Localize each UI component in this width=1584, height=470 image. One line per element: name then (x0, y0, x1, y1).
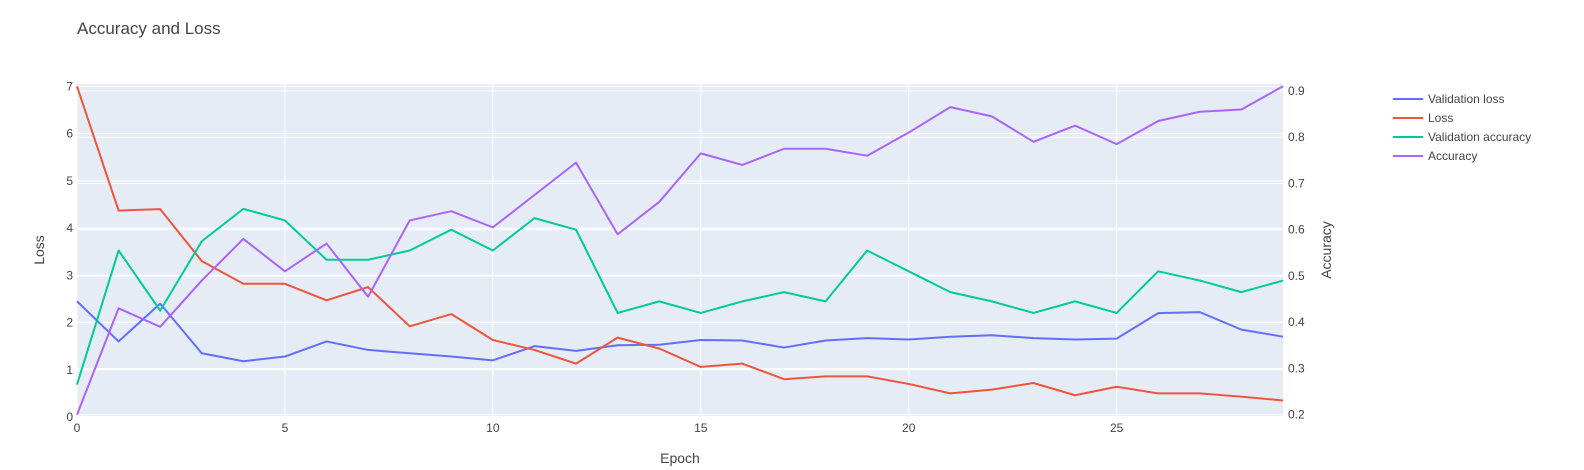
y2-tick-label: 0.3 (1288, 361, 1305, 375)
x-tick-label: 5 (282, 421, 289, 435)
y-tick-label: 7 (66, 79, 73, 93)
y2-axis-ticks: 0.2 0.3 0.4 0.5 0.6 0.7 0.8 0.9 (1288, 84, 1305, 422)
y2-tick-label: 0.6 (1288, 223, 1305, 237)
y-tick-label: 4 (66, 221, 73, 235)
y-axis-ticks: 0 1 2 3 4 5 6 7 (66, 79, 73, 424)
y-tick-label: 1 (66, 363, 73, 377)
y-tick-label: 6 (66, 127, 73, 141)
y2-tick-label: 0.9 (1288, 84, 1305, 98)
legend-label: Validation accuracy (1428, 130, 1531, 144)
series-line-accuracy[interactable] (76, 85, 1284, 416)
x-axis-ticks: 0 5 10 15 20 25 (74, 421, 1124, 435)
grid-lines (76, 84, 1283, 418)
series-lines (76, 85, 1284, 416)
y-axis-title: Loss (31, 235, 47, 265)
x-axis-title: Epoch (660, 450, 700, 466)
y2-tick-label: 0.7 (1288, 176, 1305, 190)
y-tick-label: 5 (66, 174, 73, 188)
y2-tick-label: 0.8 (1288, 130, 1305, 144)
y-tick-label: 0 (66, 410, 73, 424)
chart-title: Accuracy and Loss (77, 19, 221, 38)
y2-tick-label: 0.2 (1288, 408, 1305, 422)
x-tick-label: 10 (486, 421, 500, 435)
legend-item-validation-loss[interactable]: Validation loss (1393, 92, 1505, 106)
legend-item-loss[interactable]: Loss (1393, 111, 1453, 125)
x-tick-label: 0 (74, 421, 81, 435)
y-tick-label: 2 (66, 316, 73, 330)
x-tick-label: 20 (902, 421, 916, 435)
y2-axis-title: Accuracy (1318, 221, 1334, 279)
series-line-loss[interactable] (76, 86, 1284, 402)
legend-item-validation-accuracy[interactable]: Validation accuracy (1393, 130, 1531, 144)
y2-tick-label: 0.5 (1288, 269, 1305, 283)
legend: Validation loss Loss Validation accuracy Ac… (1393, 92, 1531, 163)
x-tick-label: 15 (694, 421, 708, 435)
y-tick-label: 3 (66, 268, 73, 282)
y2-tick-label: 0.4 (1288, 315, 1305, 329)
legend-item-accuracy[interactable]: Accuracy (1393, 149, 1477, 163)
x-tick-label: 25 (1110, 421, 1124, 435)
series-line-validation-loss[interactable] (76, 300, 1284, 363)
series-line-validation-accuracy[interactable] (76, 207, 1284, 385)
plot-area[interactable] (77, 84, 1283, 417)
legend-label: Validation loss (1428, 92, 1505, 106)
legend-label: Loss (1428, 111, 1453, 125)
legend-label: Accuracy (1428, 149, 1477, 163)
